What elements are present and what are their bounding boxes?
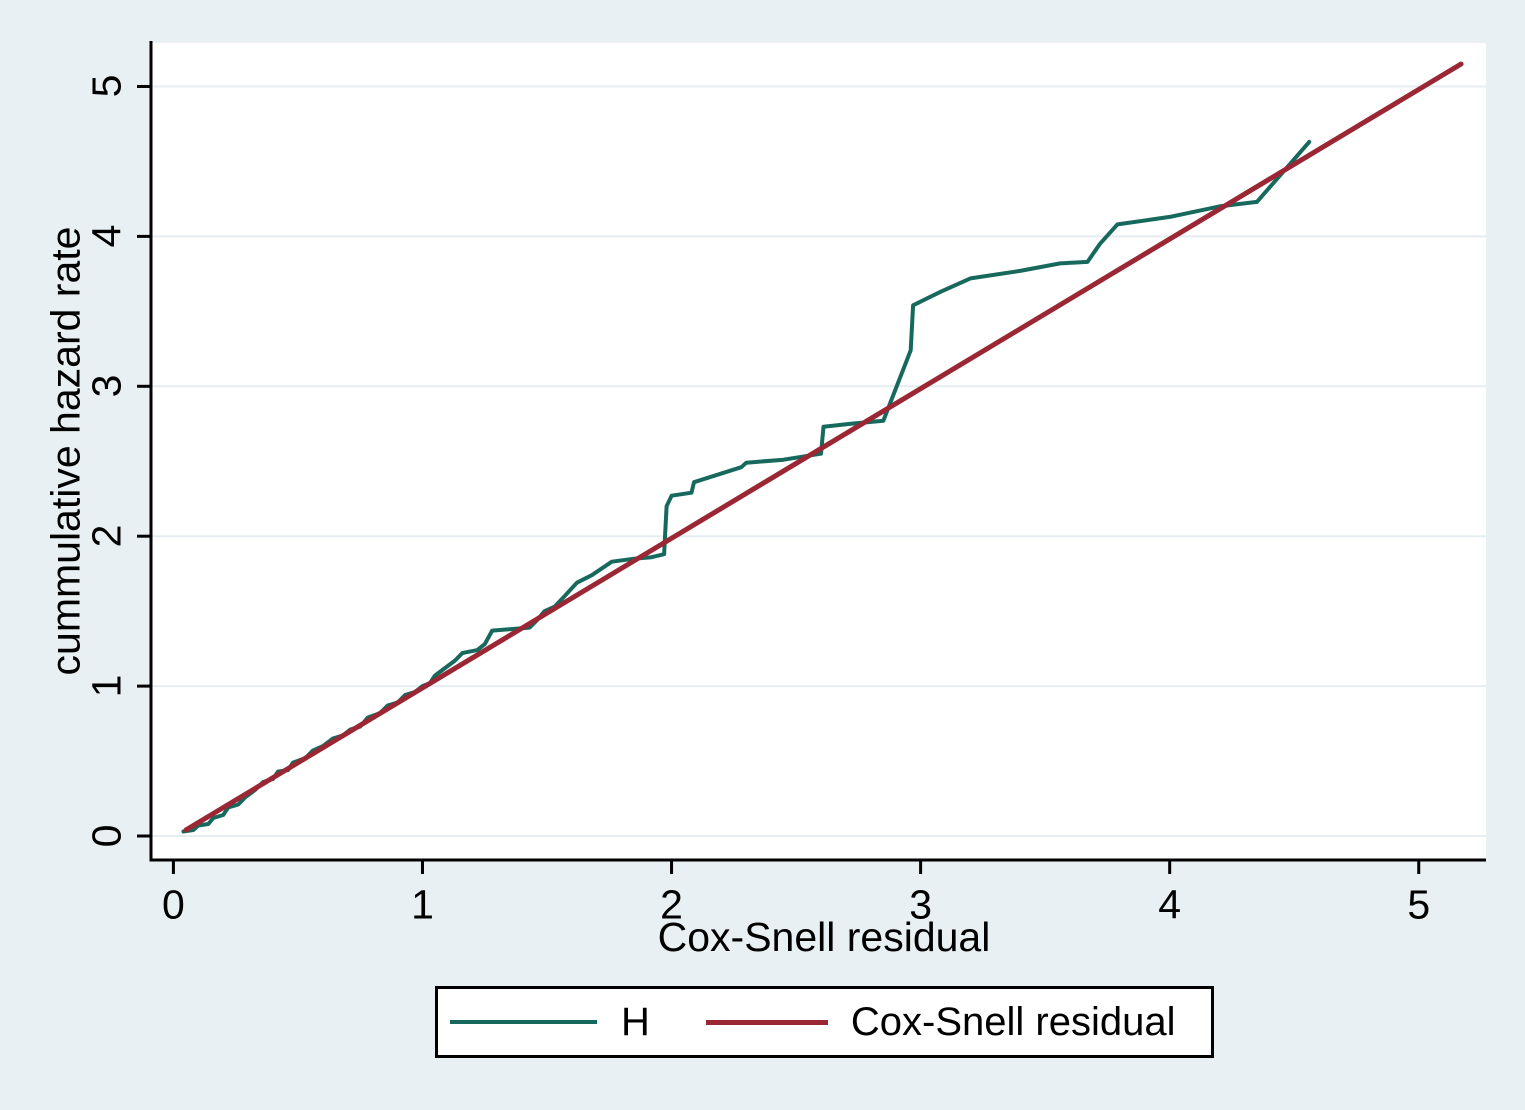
- legend-line-cox-snell: [705, 1019, 828, 1025]
- legend-line-h: [450, 1020, 597, 1024]
- x-axis-title: Cox-Snell residual: [657, 914, 991, 960]
- x-tick-label-0: 0: [162, 881, 185, 928]
- series-line-cox-snell-residual: [183, 61, 1464, 833]
- y-tick-label-2: 2: [83, 524, 130, 548]
- legend-label-h: H: [621, 1000, 650, 1044]
- legend-label-cox-snell: Cox-Snell residual: [850, 1000, 1176, 1044]
- legend: H Cox-Snell residual: [435, 986, 1214, 1058]
- y-tick-label-4: 4: [83, 224, 130, 248]
- y-tick-label-5: 5: [83, 75, 130, 98]
- x-tick-label-1: 1: [411, 881, 434, 928]
- axes: [137, 41, 1486, 874]
- y-tick-label-0: 0: [83, 824, 130, 848]
- series-lines: [181, 61, 1464, 834]
- x-tick-label-3: 3: [909, 881, 933, 928]
- y-axis-title: cummulative hazard rate: [42, 226, 89, 676]
- y-tick-label-3: 3: [83, 374, 130, 398]
- x-tick-label-5: 5: [1407, 881, 1431, 928]
- x-tick-label-4: 4: [1158, 881, 1182, 928]
- x-tick-label-2: 2: [660, 881, 683, 928]
- gridlines: [151, 85, 1486, 838]
- y-tick-label-1: 1: [83, 674, 130, 698]
- series-line-h: [181, 139, 1312, 834]
